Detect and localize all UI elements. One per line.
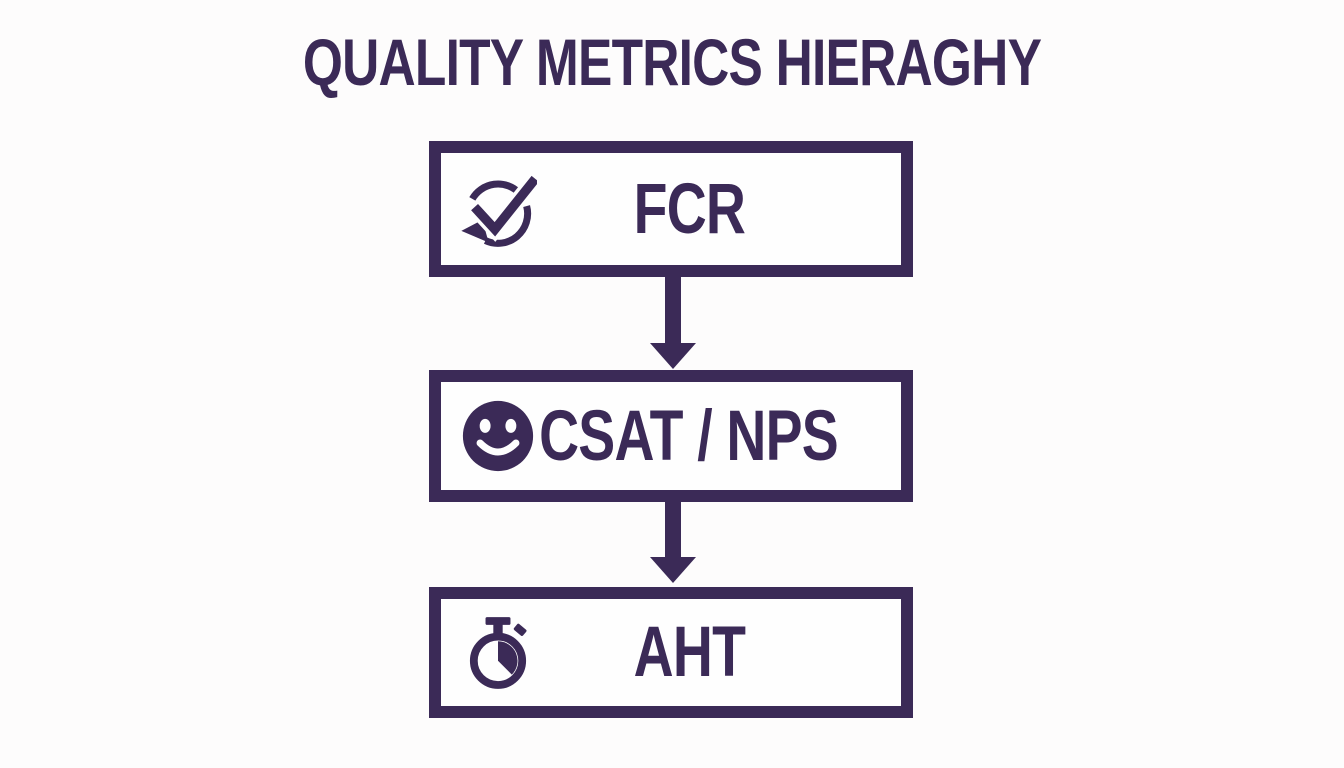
flow-node-aht: AHT [429, 587, 913, 718]
down-arrow-head [650, 557, 696, 583]
down-arrow-head [650, 343, 696, 369]
flow-node-csat-nps: CSAT / NPS [429, 370, 913, 502]
stopwatch-icon [459, 614, 537, 692]
node-label-csat-nps: CSAT / NPS [539, 396, 839, 476]
check-refresh-icon [459, 170, 537, 248]
node-label-fcr: FCR [633, 169, 745, 249]
smiley-icon [459, 397, 537, 475]
node-label-aht: AHT [633, 613, 745, 692]
page-title: QUALITY METRICS HIERAGHY [302, 25, 1042, 99]
down-arrow-stem [665, 502, 681, 557]
down-arrow-stem [665, 277, 681, 343]
flow-node-fcr: FCR [429, 141, 913, 277]
